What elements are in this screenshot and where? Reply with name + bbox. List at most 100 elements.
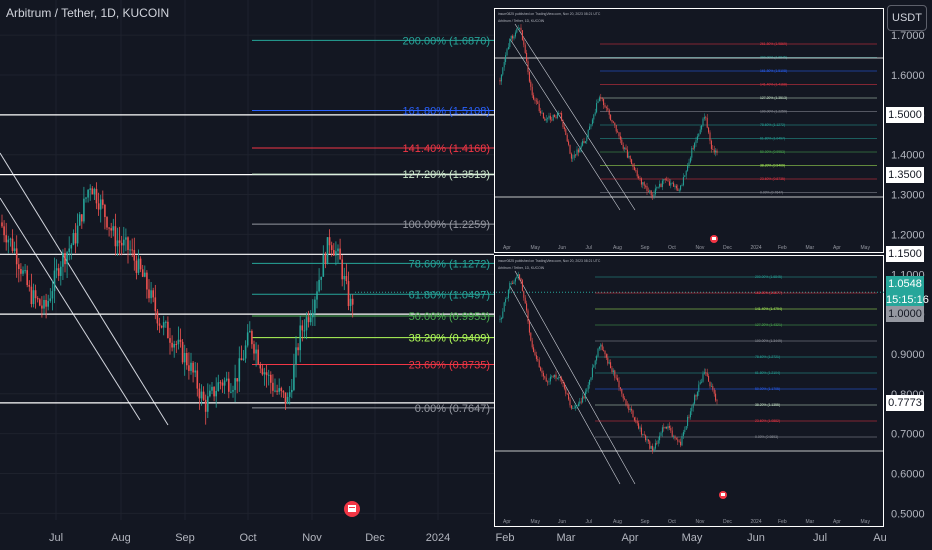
candle-body [590, 124, 592, 127]
candle-body [330, 245, 333, 251]
candle-body [51, 291, 54, 299]
candle-body [622, 393, 624, 399]
candle-body [715, 393, 717, 401]
candle-body [579, 148, 581, 153]
price-tag: 1.0548 [886, 276, 924, 293]
candle-body [62, 252, 64, 267]
candle-body [186, 352, 188, 366]
candle-body [505, 55, 507, 63]
news-icon[interactable] [710, 235, 718, 243]
fib-label: 261.80% (1.9869) [760, 42, 787, 46]
candle-body [200, 391, 203, 399]
fib-retracement: 200.00% (1.6870) 161.80% (1.5108) 141.40% … [252, 35, 494, 415]
candle-body [232, 390, 234, 392]
candle-body [688, 416, 690, 418]
candle-body [535, 100, 537, 102]
candle-body [188, 365, 190, 371]
candle-body [551, 376, 553, 378]
candle-body [561, 113, 563, 121]
candle-body [228, 378, 230, 392]
price-tick: 1.3000 [891, 190, 925, 202]
candle-body [621, 388, 623, 394]
candle-body [538, 360, 540, 368]
candle-body [516, 29, 518, 33]
candle-body [628, 405, 630, 411]
candle-body [624, 147, 626, 149]
candle-body [601, 344, 603, 351]
candle-body [528, 71, 530, 82]
fib-label: 78.60% (1.1272) [760, 123, 785, 127]
candle-body [284, 392, 287, 404]
candle-body [1, 222, 3, 227]
candle-body [687, 165, 689, 171]
candle-body [612, 121, 614, 123]
candle-body [675, 438, 677, 440]
candle-body [580, 145, 582, 149]
candle-body [499, 80, 501, 82]
candle-body [670, 183, 672, 186]
candle-body [93, 188, 96, 195]
candle-body [244, 345, 247, 359]
candle-body [705, 372, 707, 374]
candle-body [661, 180, 663, 188]
candle-body [677, 188, 679, 191]
candle-body [152, 290, 154, 298]
candle-body [219, 382, 222, 384]
candle-body [653, 194, 655, 197]
trendline [0, 152, 169, 426]
candle-body [668, 181, 670, 186]
time-tick: Apr [621, 532, 638, 544]
currency-button[interactable]: USDT [887, 5, 927, 31]
candle-body [41, 305, 43, 309]
candle-body [78, 214, 81, 226]
candle-body [158, 323, 161, 326]
candle-body [204, 399, 207, 412]
candle-body [654, 188, 656, 195]
candle-body [614, 370, 616, 378]
candle-body [213, 386, 215, 397]
candle-body [647, 439, 649, 442]
candle-body [150, 290, 152, 299]
descending-channel [0, 152, 169, 426]
candle-body [120, 242, 123, 246]
candle-body [512, 35, 514, 39]
candle-body [681, 436, 683, 446]
fib-label: 23.60% (0.8735) [409, 360, 490, 372]
candle-body [267, 374, 270, 376]
candle-body [601, 98, 603, 99]
fib-label: 141.40% (1.4168) [760, 83, 787, 87]
candle-body [509, 38, 511, 48]
candle-body [246, 332, 249, 346]
fib-label: 100.00% (1.3449) [755, 339, 782, 343]
candle-body [236, 378, 238, 382]
inset-time-tick: Sep [641, 519, 650, 525]
news-icon[interactable] [344, 501, 360, 517]
candle-body [45, 299, 47, 307]
candle-body [110, 228, 112, 231]
inset-time-tick: 2024 [751, 519, 762, 525]
candle-body [514, 32, 516, 37]
price-tag: 1.0000 [886, 306, 924, 323]
candle-body [657, 186, 659, 188]
candle-body [573, 154, 575, 158]
time-tick: Mar [557, 532, 576, 544]
candle-body [524, 44, 526, 53]
candle-body [137, 258, 140, 273]
candle-body [548, 381, 550, 383]
candle-body [689, 411, 691, 418]
candle-body [162, 322, 165, 328]
candle-body [695, 140, 697, 144]
candle-body [544, 118, 546, 121]
inset-time-tick: Aug [613, 519, 622, 525]
news-icon[interactable] [719, 491, 727, 499]
candle-body [524, 297, 526, 304]
time-tick: Feb [496, 532, 515, 544]
candle-body [314, 299, 316, 313]
candle-body [548, 115, 550, 119]
candle-body [659, 435, 661, 441]
candle-body [596, 103, 598, 113]
fib-label: 100.00% (1.2259) [760, 110, 787, 114]
candle-body [619, 387, 621, 389]
candle-body [638, 176, 640, 179]
